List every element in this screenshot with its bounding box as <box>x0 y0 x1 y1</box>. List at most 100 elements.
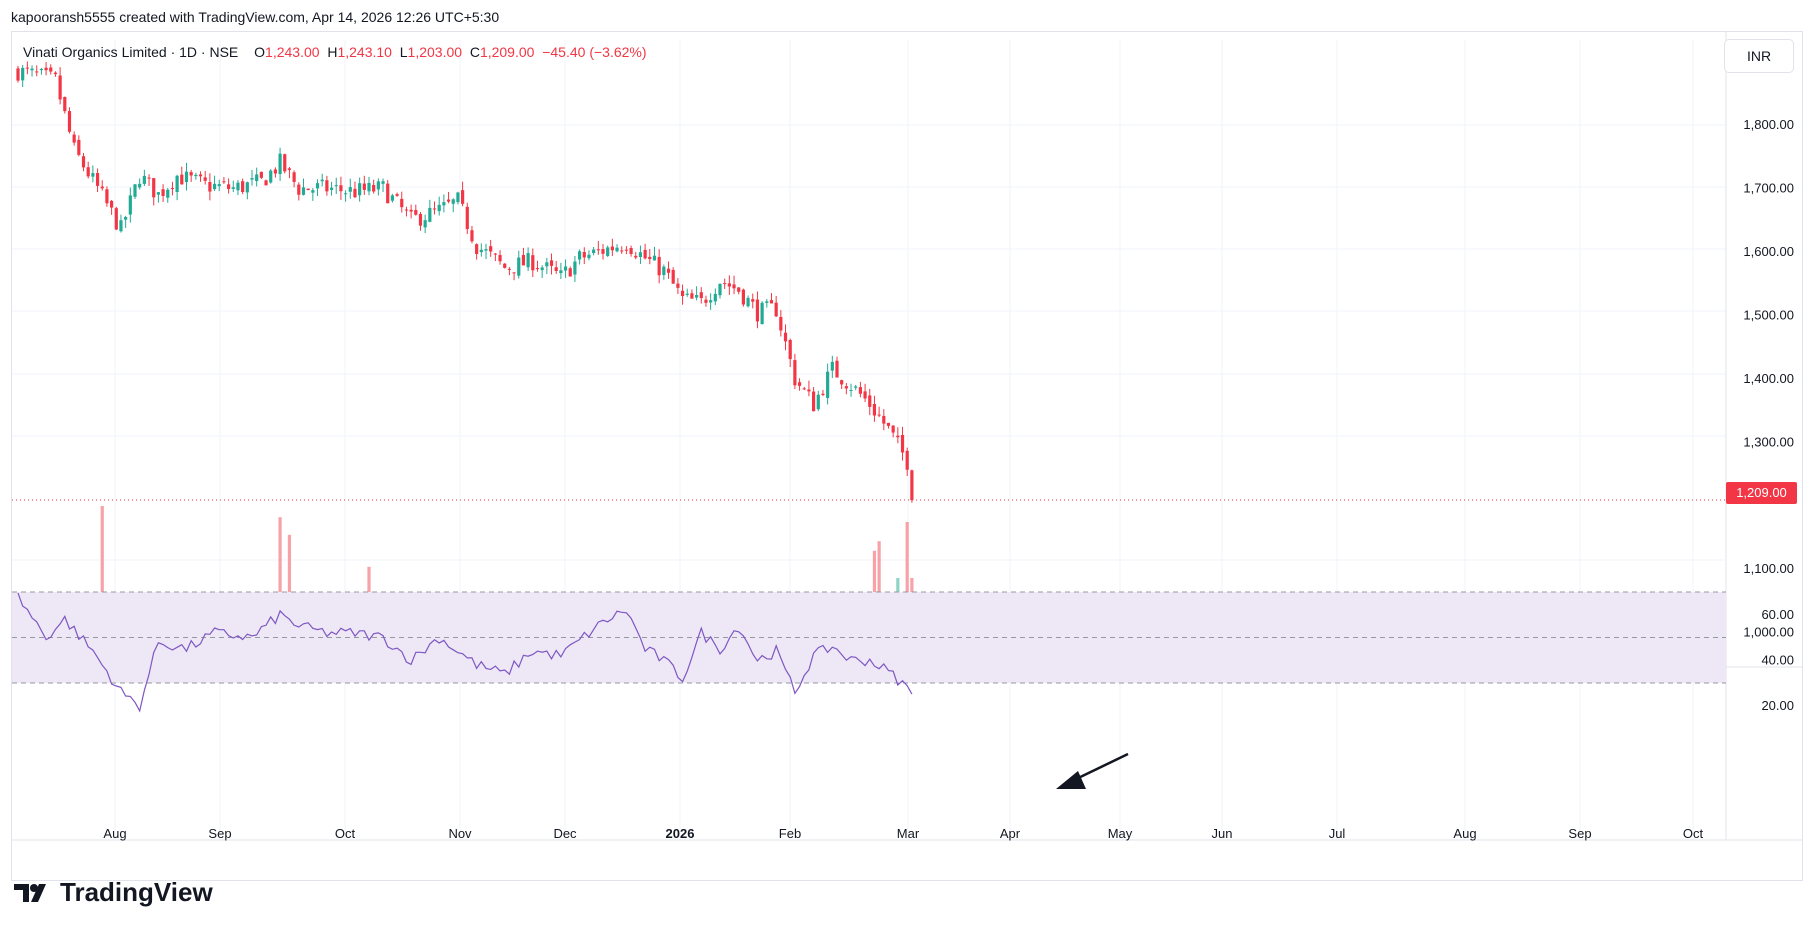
candle <box>680 290 685 297</box>
candle <box>606 247 610 256</box>
high-label: H <box>327 44 338 60</box>
candle <box>755 299 760 322</box>
candle <box>835 360 839 378</box>
candle <box>91 173 95 177</box>
candle <box>769 300 774 304</box>
tradingview-logo-icon <box>14 883 46 902</box>
candle <box>601 249 605 254</box>
time-tick-label: Dec <box>553 826 577 841</box>
candle <box>376 181 380 190</box>
candle <box>423 220 427 228</box>
rsi-line <box>17 592 913 713</box>
candle <box>517 257 521 276</box>
tradingview-brand[interactable]: TradingView <box>14 877 213 908</box>
candle <box>812 391 816 412</box>
candle <box>217 184 221 187</box>
candle <box>156 192 160 195</box>
symbol-label[interactable]: Vinati Organics Limited · 1D · NSE <box>23 44 239 60</box>
candle <box>386 183 390 204</box>
candle <box>283 154 287 172</box>
candle <box>840 380 844 385</box>
candle <box>208 182 212 192</box>
candle <box>741 289 745 305</box>
currency-button[interactable]: INR <box>1724 39 1794 73</box>
brand-name: TradingView <box>60 877 213 907</box>
candle <box>797 382 802 386</box>
price-tick-label: 1,600.00 <box>1743 244 1794 259</box>
candle <box>442 202 446 206</box>
candle <box>896 435 900 438</box>
candle <box>849 390 853 392</box>
rsi-tick-label: 40.00 <box>1761 652 1794 667</box>
candle <box>203 177 207 181</box>
candle <box>292 172 296 182</box>
candle <box>53 72 58 75</box>
candle <box>344 193 348 195</box>
candle <box>882 415 886 424</box>
candle <box>446 199 451 202</box>
candle <box>100 186 104 189</box>
candle <box>905 450 909 470</box>
candle <box>910 470 914 500</box>
time-tick-label: Oct <box>1683 826 1704 841</box>
time-tick-label: Sep <box>208 826 231 841</box>
candle <box>479 249 483 253</box>
candle <box>67 111 72 132</box>
price-tick-label: 1,400.00 <box>1743 371 1794 386</box>
candle <box>400 198 404 208</box>
time-tick-label: Jul <box>1329 826 1346 841</box>
candle <box>227 184 231 189</box>
candle <box>629 248 633 254</box>
candle <box>732 284 736 289</box>
candle <box>236 182 240 191</box>
candle <box>587 254 591 259</box>
volume-bar <box>100 506 104 666</box>
candle <box>484 249 488 251</box>
candle <box>404 209 409 211</box>
candle <box>325 180 329 192</box>
candle <box>21 67 25 81</box>
candle <box>540 267 544 271</box>
candle <box>311 190 315 193</box>
candle <box>35 71 39 73</box>
candle <box>568 268 572 277</box>
candle <box>264 180 268 186</box>
candle <box>863 391 867 399</box>
price-tick-label: 1,700.00 <box>1743 180 1794 195</box>
candle <box>535 268 540 270</box>
close-label: C <box>469 44 480 60</box>
candle <box>269 170 273 183</box>
change-value: −45.40 (−3.62%) <box>542 44 647 60</box>
candle <box>470 230 474 242</box>
candle <box>615 247 619 252</box>
candle <box>77 139 81 155</box>
candle <box>596 249 600 251</box>
candle <box>255 174 259 182</box>
candle <box>231 187 235 189</box>
candle <box>114 208 118 230</box>
candle <box>662 266 666 276</box>
candle <box>489 246 493 252</box>
candle <box>86 167 90 177</box>
candle <box>521 254 526 266</box>
candle <box>250 178 254 180</box>
candle <box>671 269 675 284</box>
candle <box>105 189 109 204</box>
candle <box>826 371 830 399</box>
time-tick-label: Aug <box>1453 826 1476 841</box>
candle <box>779 316 783 331</box>
candle <box>821 393 825 395</box>
candle <box>652 255 657 261</box>
candle <box>49 67 53 72</box>
candle <box>723 283 727 285</box>
candle <box>713 293 717 302</box>
candle <box>578 251 582 260</box>
candle <box>788 340 792 360</box>
candle <box>142 175 146 184</box>
candle <box>657 256 661 276</box>
candle <box>320 179 324 182</box>
candle <box>180 174 184 185</box>
price-tick-label: 1,500.00 <box>1743 307 1794 322</box>
candle <box>395 194 399 196</box>
